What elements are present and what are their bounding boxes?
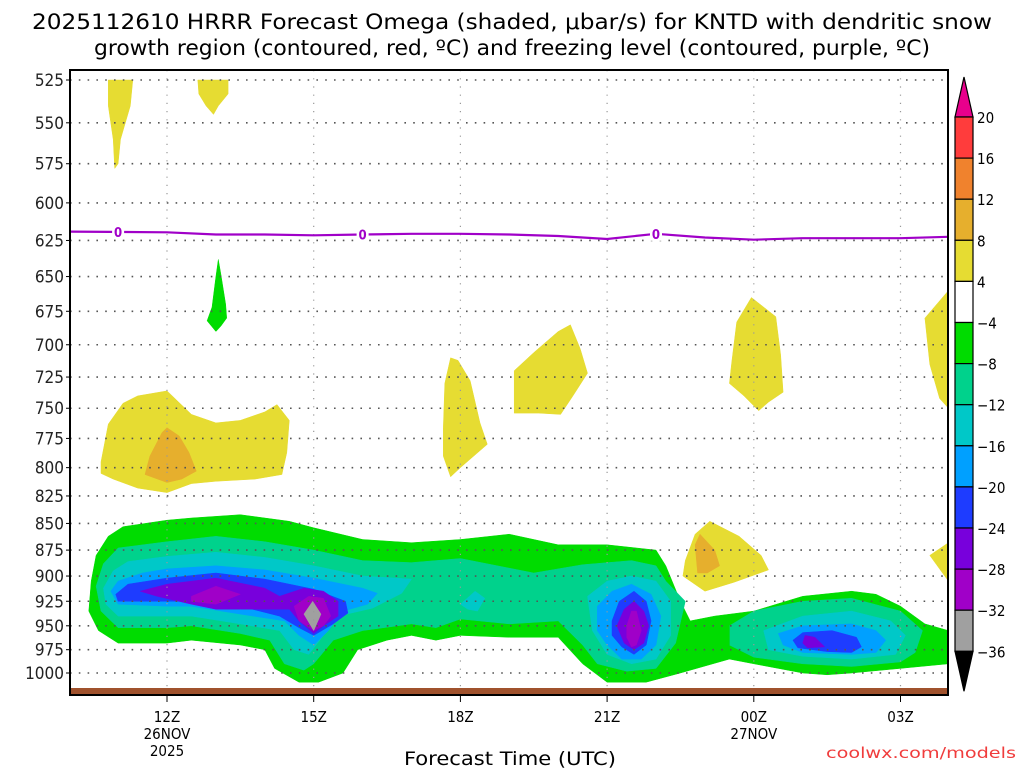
shaded-region-orange-left-core <box>144 427 197 483</box>
shaded-region-purple-core-21z <box>626 610 642 648</box>
credit-text: coolwx.com/models <box>826 744 1016 762</box>
y-tick-label-725: 725 <box>35 368 64 388</box>
colorbar-label: 12 <box>977 191 994 209</box>
y-tick-label-575: 575 <box>35 155 64 175</box>
colorbar-bin <box>954 404 974 447</box>
colorbar-bin <box>954 609 974 652</box>
x-tick-label: 2025 <box>150 742 184 760</box>
shaded-region-yellow-top-left-spike <box>108 79 134 169</box>
shaded-region-yellow-right-upper <box>729 297 784 411</box>
colorbar-label: −8 <box>977 356 997 374</box>
colorbar-bin <box>954 116 974 159</box>
freezing-level-line <box>70 230 948 241</box>
x-axis-label: Forecast Time (UTC) <box>404 748 616 768</box>
colorbar-label: 4 <box>977 273 986 291</box>
y-tick-label-925: 925 <box>35 592 64 612</box>
colorbar-label: −20 <box>977 479 1005 497</box>
freezing-label-bg <box>356 227 369 242</box>
x-tick-label: 26NOV <box>144 725 192 743</box>
chart-title-line1: 2025112610 HRRR Forecast Omega (shaded, … <box>32 10 992 34</box>
x-tick-label: 12Z <box>154 708 180 726</box>
colorbar-bin <box>954 157 974 200</box>
colorbar-label: −16 <box>977 438 1005 456</box>
y-tick-label-750: 750 <box>35 399 64 419</box>
y-tick-label-525: 525 <box>35 71 64 91</box>
x-tick-label: 27NOV <box>730 725 778 743</box>
x-tick-label: 15Z <box>300 708 326 726</box>
colorbar-bin <box>954 568 974 611</box>
x-tick-label: 21Z <box>594 708 620 726</box>
shaded-region-violet-main <box>139 577 339 634</box>
plot-area: 0 0 0 <box>69 69 949 696</box>
colorbar: 20 16 12 8 4 −4 −8 −12 −16 −20 −24 −28 −32 −36 <box>954 76 1005 692</box>
colorbar-bin <box>954 486 974 529</box>
freezing-level-label: 0 <box>114 226 122 241</box>
y-tick-label-600: 600 <box>35 194 64 214</box>
y-tick-label-850: 850 <box>35 514 64 534</box>
shaded-region-yellow-mid-left <box>443 357 488 478</box>
y-tick-label-825: 825 <box>35 487 64 507</box>
y-tick-label-1000: 1000 <box>25 664 64 684</box>
plot-frame <box>69 69 949 696</box>
x-tick-label: 03Z <box>887 708 913 726</box>
freezing-label-bg <box>112 224 125 239</box>
y-tick-label-875: 875 <box>35 541 64 561</box>
shaded-region-yellow-top-left-lobe <box>197 79 229 115</box>
colorbar-label: −32 <box>977 602 1005 620</box>
shaded-region-green-upper-blob <box>206 259 227 332</box>
shaded-region-gray-core-15z <box>303 601 322 631</box>
colorbar-label: −24 <box>977 520 1005 538</box>
chart-title-line2: growth region (contoured, red, ºC) and f… <box>94 36 930 60</box>
y-tick-label-800: 800 <box>35 459 64 479</box>
colorbar-arrow-bottom <box>954 650 974 692</box>
shaded-region-yellow-far-right-lower <box>929 542 948 581</box>
colorbar-label: 8 <box>977 232 986 250</box>
freezing-level-label: 0 <box>652 228 660 243</box>
y-tick-label-700: 700 <box>35 336 64 356</box>
colorbar-bin <box>954 280 974 324</box>
shaded-region-yellow-far-right-upper <box>924 290 948 409</box>
y-tick-label-550: 550 <box>35 114 64 134</box>
y-tick-label-775: 775 <box>35 429 64 449</box>
grid-lines <box>70 70 948 695</box>
colorbar-label: −4 <box>977 315 997 333</box>
y-axis: 525 550 575 600 625 650 675 700 725 750 775 800 825 8… <box>25 71 70 684</box>
colorbar-label: −28 <box>977 561 1005 579</box>
y-tick-label-975: 975 <box>35 641 64 661</box>
colorbar-bin <box>954 445 974 488</box>
y-tick-label-900: 900 <box>35 567 64 587</box>
colorbar-label: −12 <box>977 397 1005 415</box>
x-tick-label: 18Z <box>447 708 473 726</box>
colorbar-bin <box>954 527 974 570</box>
colorbar-label: 16 <box>977 150 994 168</box>
shaded-region-green-right-connector <box>680 625 730 650</box>
colorbar-arrow-top <box>954 76 974 118</box>
freezing-label-bg <box>650 226 662 241</box>
colorbar-bin <box>954 321 974 365</box>
colorbar-label: −36 <box>977 643 1005 661</box>
freezing-level-contour: 0 0 0 <box>70 224 948 244</box>
y-tick-label-650: 650 <box>35 268 64 288</box>
colorbar-bin <box>954 239 974 283</box>
y-tick-label-625: 625 <box>35 231 64 251</box>
colorbar-bin <box>954 198 974 241</box>
ground-strip <box>70 688 948 695</box>
y-tick-label-675: 675 <box>35 302 64 322</box>
colorbar-bin <box>954 363 974 406</box>
x-tick-label: 00Z <box>741 708 767 726</box>
shaded-region-orange-right-lower <box>694 533 720 574</box>
colorbar-label: 20 <box>977 109 994 127</box>
shaded-region-purple-core-left <box>191 585 241 605</box>
y-tick-label-950: 950 <box>35 617 64 637</box>
shaded-region-yellow-mid-right <box>513 324 588 415</box>
omega-shading <box>88 79 948 683</box>
shaded-region-violet-right-secondary <box>802 635 825 649</box>
freezing-level-label: 0 <box>359 229 367 244</box>
shaded-region-cyan-mid-island <box>460 590 486 612</box>
